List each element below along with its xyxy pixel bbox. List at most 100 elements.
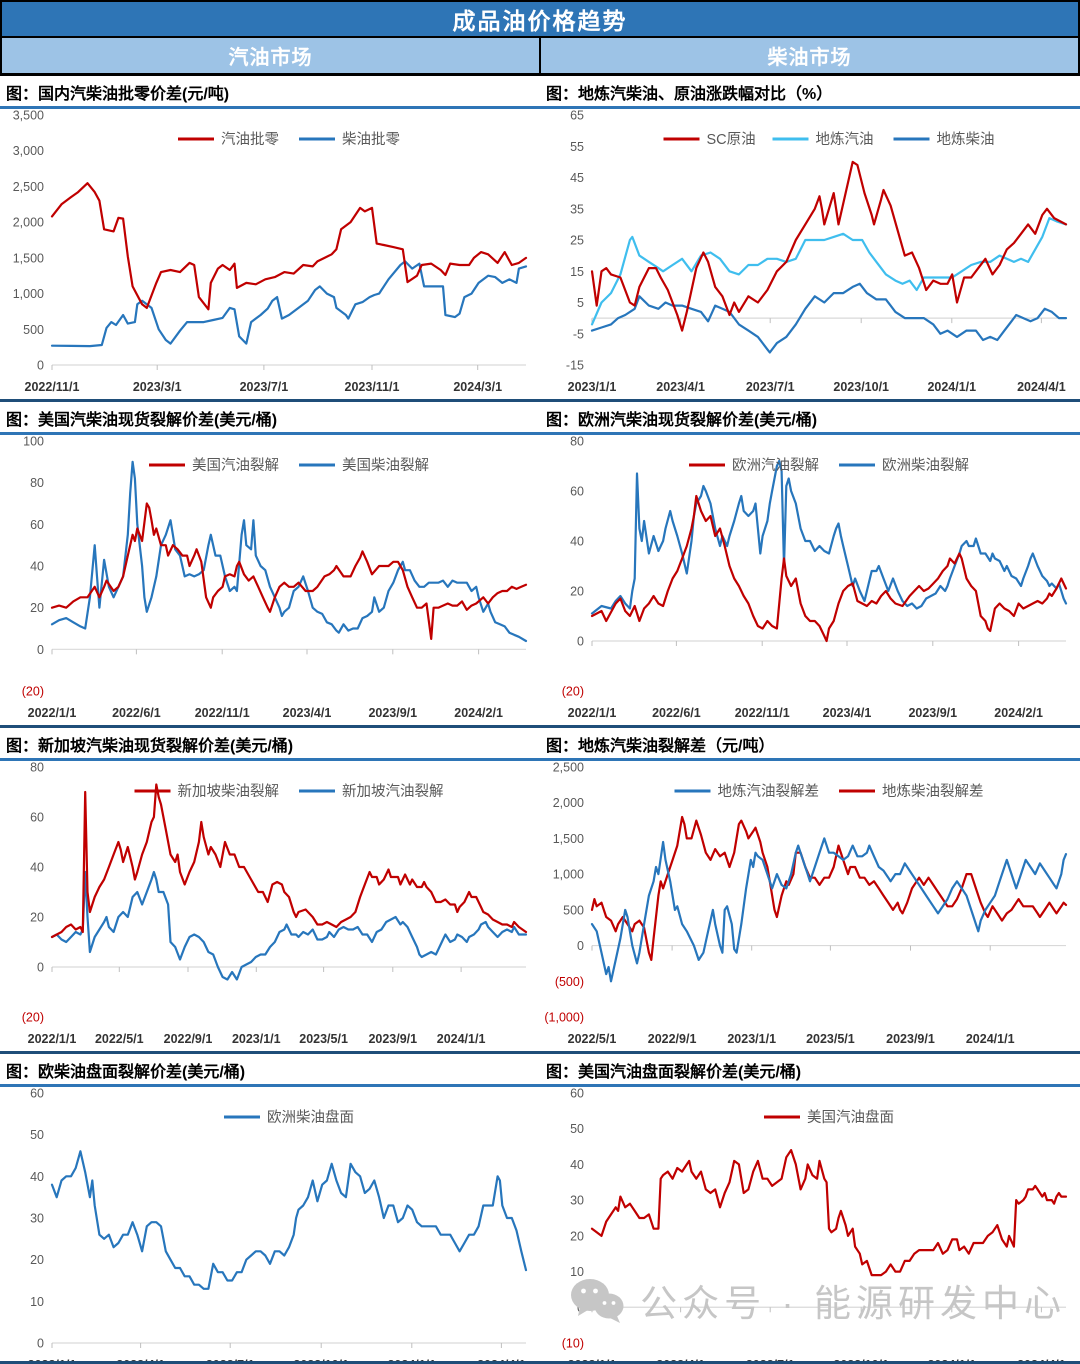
svg-text:2,000: 2,000 <box>553 796 584 810</box>
svg-text:35: 35 <box>570 202 584 216</box>
svg-text:2023/9/1: 2023/9/1 <box>886 1032 935 1046</box>
svg-text:(1,000): (1,000) <box>544 1011 584 1025</box>
svg-text:50: 50 <box>570 1122 584 1136</box>
svg-text:40: 40 <box>30 560 44 574</box>
svg-text:2024/1/1: 2024/1/1 <box>437 1032 486 1046</box>
svg-text:60: 60 <box>570 1087 584 1101</box>
chart-europe-futures-crack: 0 10 20 30 40 50 60 2023/1/1 2023/4/1 2023/7/1 202… <box>0 1087 540 1364</box>
svg-text:80: 80 <box>30 761 44 775</box>
svg-text:80: 80 <box>570 435 584 449</box>
svg-text:2,500: 2,500 <box>13 180 44 194</box>
svg-text:-15: -15 <box>566 359 584 373</box>
svg-text:2022/5/1: 2022/5/1 <box>568 1032 617 1046</box>
svg-text:2024/4/1: 2024/4/1 <box>1017 1358 1066 1364</box>
svg-text:40: 40 <box>30 861 44 875</box>
svg-text:40: 40 <box>570 1158 584 1172</box>
svg-text:20: 20 <box>570 585 584 599</box>
chart-title-us-futures-crack: 图：美国汽油盘面裂解价差(美元/桶) <box>546 1064 802 1081</box>
chart-refinery-crude-change: -15 -5 5 15 25 35 45 55 65 2023/1/1 2023/4/1 2023/7… <box>540 109 1080 399</box>
svg-text:10: 10 <box>30 1295 44 1309</box>
svg-text:(20): (20) <box>22 685 44 699</box>
svg-text:2023/4/1: 2023/4/1 <box>656 1358 705 1364</box>
svg-text:2024/1/1: 2024/1/1 <box>927 1358 976 1364</box>
svg-text:2022/11/1: 2022/11/1 <box>735 706 790 720</box>
svg-text:40: 40 <box>30 1170 44 1184</box>
svg-text:2023/4/1: 2023/4/1 <box>116 1358 165 1364</box>
svg-text:2024/1/1: 2024/1/1 <box>387 1358 436 1364</box>
svg-text:美国汽油裂解: 美国汽油裂解 <box>192 457 279 474</box>
svg-text:2023/1/1: 2023/1/1 <box>568 380 617 394</box>
chart-row-3: 图：新加坡汽柴油现货裂解价差(美元/桶) 图：地炼汽柴油裂解差（元/吨） (20… <box>0 725 1080 1051</box>
svg-text:2024/4/1: 2024/4/1 <box>1017 380 1066 394</box>
svg-text:0: 0 <box>37 961 44 975</box>
chart-row-2-titles: 图：美国汽柴油现货裂解价差(美元/桶) 图：欧洲汽柴油现货裂解价差(美元/桶) <box>0 402 1080 435</box>
svg-text:欧洲柴油盘面: 欧洲柴油盘面 <box>267 1108 354 1126</box>
svg-text:30: 30 <box>570 1194 584 1208</box>
svg-text:(20): (20) <box>22 1011 44 1025</box>
svg-text:2022/1/1: 2022/1/1 <box>568 706 617 720</box>
diesel-market-header: 柴油市场 <box>541 38 1078 73</box>
chart-row-2: 图：美国汽柴油现货裂解价差(美元/桶) 图：欧洲汽柴油现货裂解价差(美元/桶) … <box>0 399 1080 725</box>
svg-text:2024/2/1: 2024/2/1 <box>454 706 503 720</box>
svg-text:2022/5/1: 2022/5/1 <box>95 1032 144 1046</box>
svg-text:地炼汽油裂解差: 地炼汽油裂解差 <box>718 783 820 800</box>
chart-us-futures-crack: (10) 0 10 20 30 40 50 60 2023/1/1 2023/4/1 2023/7/… <box>540 1087 1080 1364</box>
svg-text:2,000: 2,000 <box>13 216 44 230</box>
svg-text:1,500: 1,500 <box>553 832 584 846</box>
svg-text:2022/1/1: 2022/1/1 <box>28 706 77 720</box>
svg-text:2023/10/1: 2023/10/1 <box>833 380 889 394</box>
svg-text:地炼柴油裂解差: 地炼柴油裂解差 <box>882 783 984 800</box>
svg-text:2023/1/1: 2023/1/1 <box>568 1358 617 1364</box>
svg-text:2023/4/1: 2023/4/1 <box>656 380 705 394</box>
chart-title-europe-futures-crack: 图：欧柴油盘面裂解价差(美元/桶) <box>6 1064 246 1081</box>
svg-text:欧洲柴油裂解: 欧洲柴油裂解 <box>882 457 969 474</box>
svg-text:新加坡柴油裂解: 新加坡柴油裂解 <box>178 783 280 800</box>
svg-text:2023/3/1: 2023/3/1 <box>133 380 182 394</box>
svg-text:1,000: 1,000 <box>13 287 44 301</box>
svg-text:10: 10 <box>570 1265 584 1279</box>
svg-text:1,500: 1,500 <box>13 251 44 265</box>
svg-text:地炼汽油: 地炼汽油 <box>816 131 874 148</box>
chart-title-europe-spot-crack: 图：欧洲汽柴油现货裂解价差(美元/桶) <box>546 412 818 429</box>
svg-text:2023/4/1: 2023/4/1 <box>283 706 332 720</box>
svg-text:80: 80 <box>30 476 44 490</box>
svg-text:2024/2/1: 2024/2/1 <box>994 706 1043 720</box>
svg-text:2023/5/1: 2023/5/1 <box>299 1032 348 1046</box>
svg-text:柴油批零: 柴油批零 <box>342 131 400 148</box>
svg-text:60: 60 <box>30 811 44 825</box>
svg-text:2022/1/1: 2022/1/1 <box>28 1032 77 1046</box>
chart-row-3-charts: (20) 0 20 40 60 80 2022/1/1 2022/5/1 2022/9/1 202… <box>0 761 1080 1051</box>
svg-text:0: 0 <box>37 643 44 657</box>
svg-text:60: 60 <box>30 518 44 532</box>
svg-text:2022/6/1: 2022/6/1 <box>652 706 701 720</box>
svg-text:2023/10/1: 2023/10/1 <box>293 1358 349 1364</box>
svg-text:2,500: 2,500 <box>553 761 584 775</box>
svg-text:50: 50 <box>30 1128 44 1142</box>
report-title: 成品油价格趋势 <box>452 8 628 34</box>
svg-text:0: 0 <box>37 359 44 373</box>
svg-text:30: 30 <box>30 1212 44 1226</box>
svg-text:2022/6/1: 2022/6/1 <box>112 706 161 720</box>
svg-text:2023/7/1: 2023/7/1 <box>746 380 795 394</box>
svg-text:2023/9/1: 2023/9/1 <box>368 706 417 720</box>
svg-text:2023/1/1: 2023/1/1 <box>28 1358 77 1364</box>
svg-text:1,000: 1,000 <box>553 868 584 882</box>
svg-text:20: 20 <box>30 911 44 925</box>
svg-text:2023/7/1: 2023/7/1 <box>746 1358 795 1364</box>
svg-text:2023/7/1: 2023/7/1 <box>206 1358 255 1364</box>
chart-row-4: 图：欧柴油盘面裂解价差(美元/桶) 图：美国汽油盘面裂解价差(美元/桶) 0 10… <box>0 1051 1080 1364</box>
svg-text:美国汽油盘面: 美国汽油盘面 <box>807 1108 894 1126</box>
chart-refinery-crack: (1,000) (500) 0 500 1,000 1,500 2,000 2,500 2022… <box>540 761 1080 1051</box>
chart-europe-spot-crack: (20) 0 20 40 60 80 2022/1/1 2022/6/1 2022/11/1 20… <box>540 435 1080 725</box>
svg-text:500: 500 <box>563 903 584 917</box>
svg-text:2022/11/1: 2022/11/1 <box>195 706 250 720</box>
svg-text:55: 55 <box>570 140 584 154</box>
chart-title-singapore-spot-crack: 图：新加坡汽柴油现货裂解价差(美元/桶) <box>6 738 294 755</box>
svg-text:20: 20 <box>30 1253 44 1267</box>
svg-text:2022/9/1: 2022/9/1 <box>164 1032 213 1046</box>
svg-text:2024/1/1: 2024/1/1 <box>966 1032 1015 1046</box>
svg-text:汽油批零: 汽油批零 <box>221 131 279 148</box>
chart-row-1: 图：国内汽柴油批零价差(元/吨) 图：地炼汽柴油、原油涨跌幅对比（%） 0 500… <box>0 76 1080 399</box>
svg-text:2023/7/1: 2023/7/1 <box>240 380 289 394</box>
svg-text:60: 60 <box>30 1087 44 1101</box>
